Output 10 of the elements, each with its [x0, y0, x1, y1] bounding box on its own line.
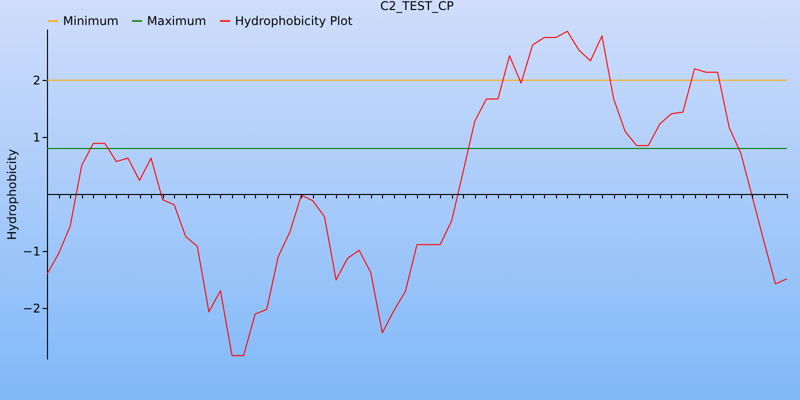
legend-label: Hydrophobicity Plot: [235, 14, 353, 28]
legend-label: Maximum: [147, 14, 206, 28]
y-tick-label: 1: [32, 130, 40, 145]
legend-label: Minimum: [63, 14, 119, 28]
line-series: [47, 30, 787, 356]
y-tick-label: −1: [22, 244, 40, 258]
chart-title: C2_TEST_CP: [380, 0, 454, 13]
y-axis-title: Hydrophobicity: [4, 148, 19, 240]
y-tick-label: −2: [22, 301, 40, 316]
y-tick-label: 2: [32, 74, 40, 88]
